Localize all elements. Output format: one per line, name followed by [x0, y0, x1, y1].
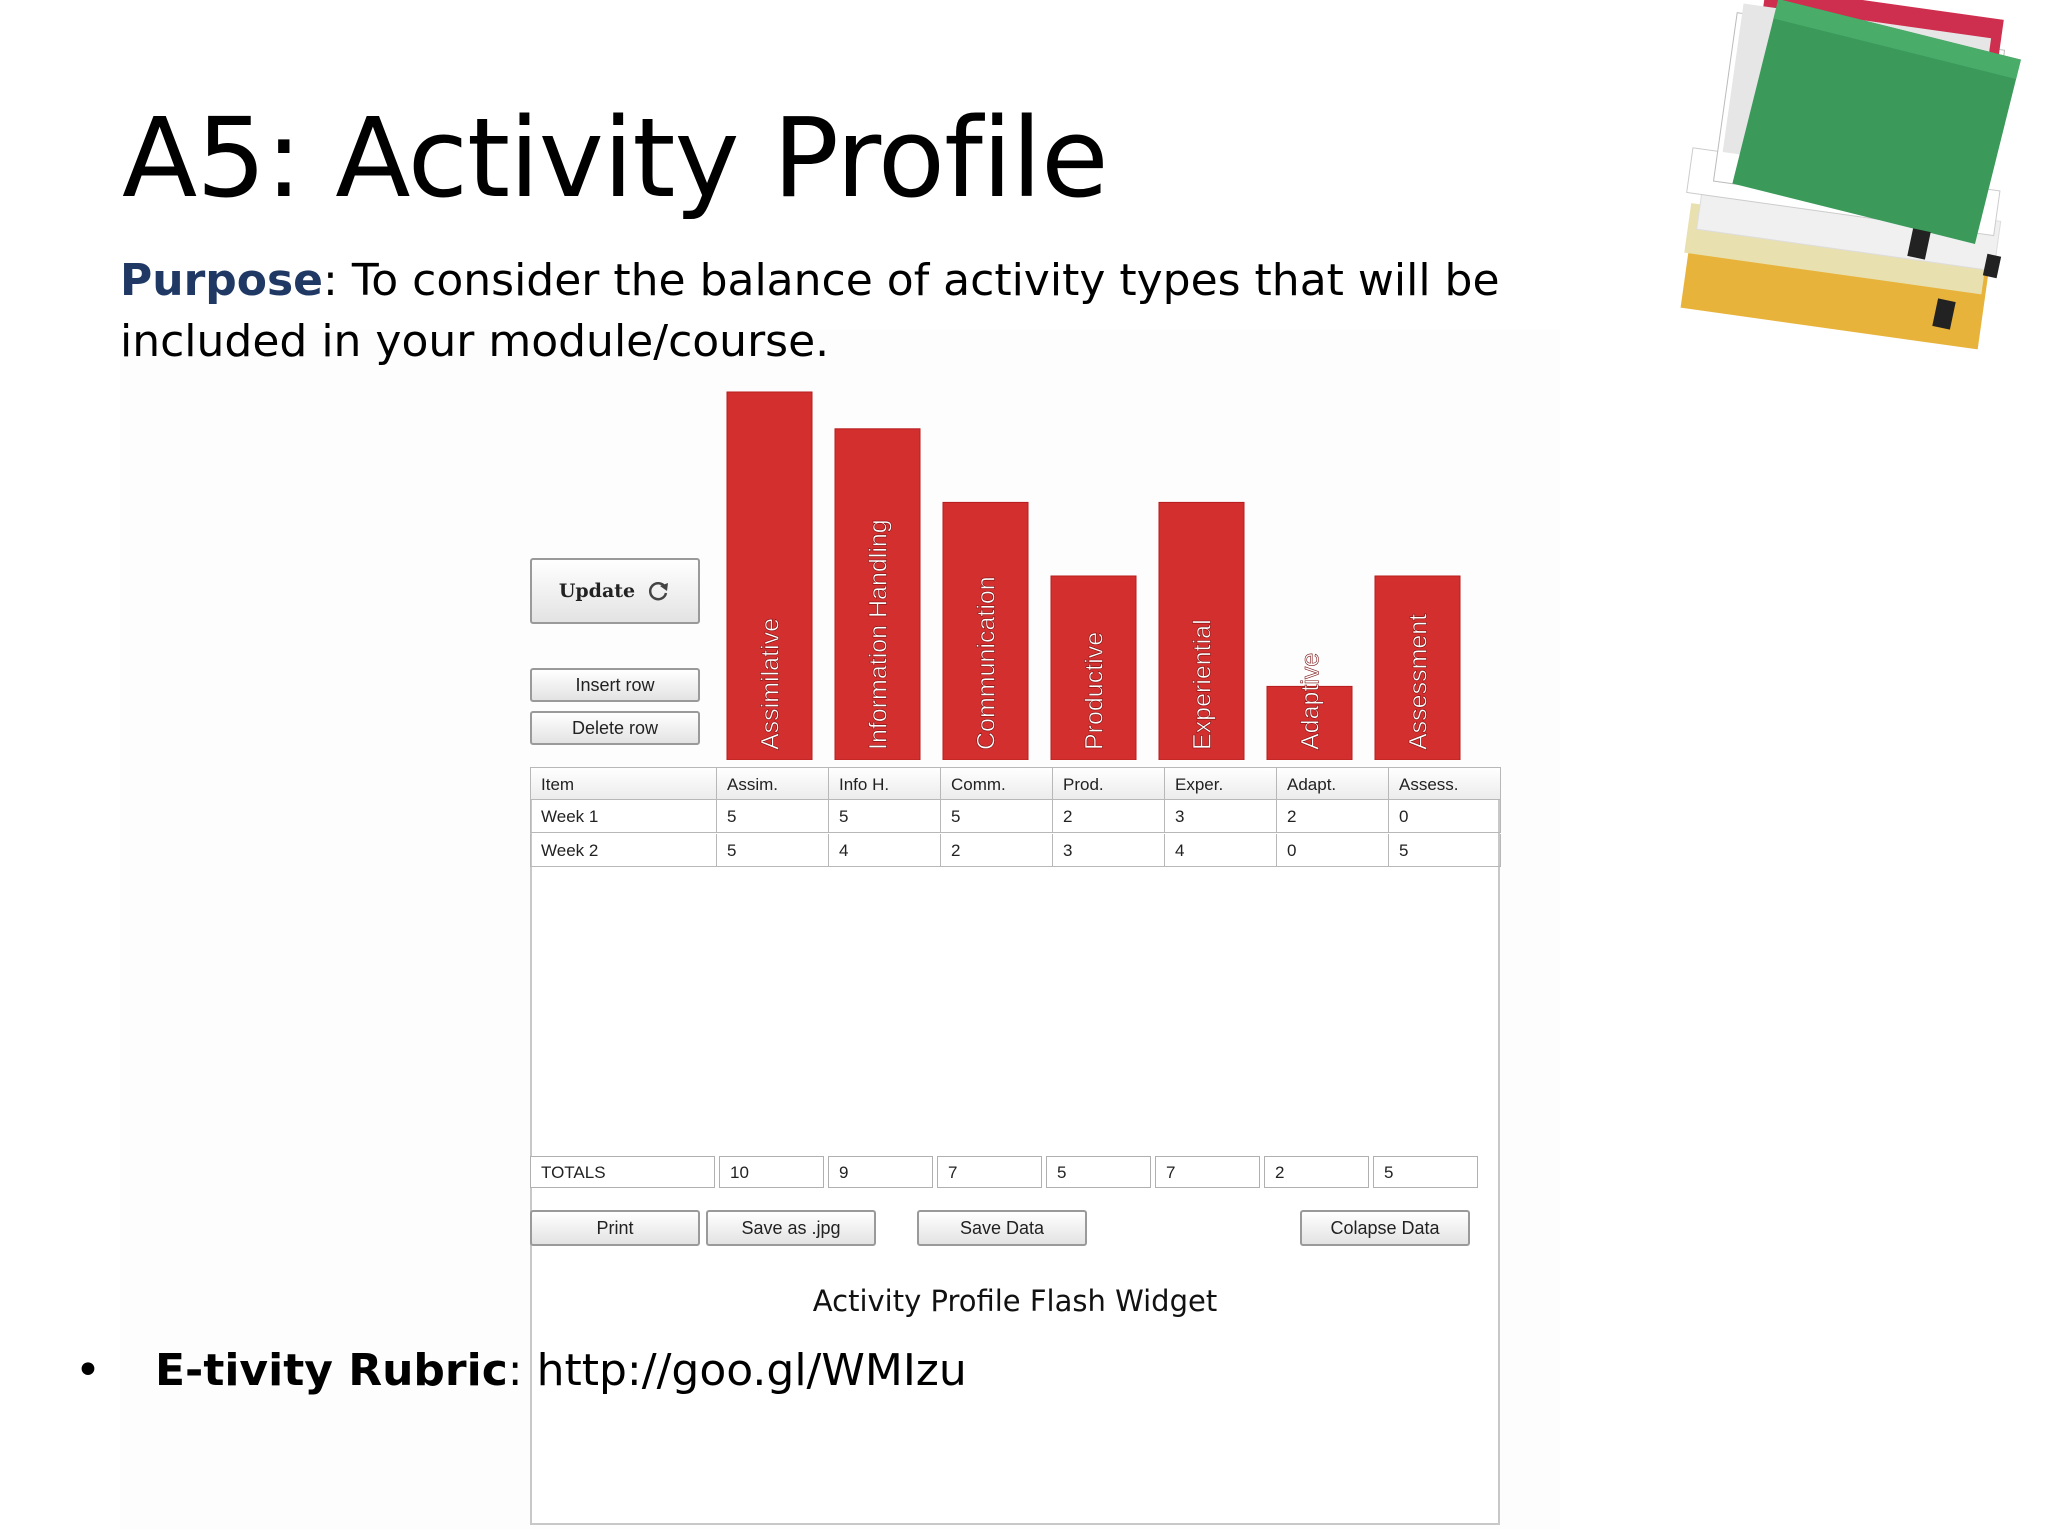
table-cell[interactable]: 5	[717, 800, 829, 833]
activity-profile-widget: Assimilative Information Handling Communic…	[520, 380, 1520, 1525]
collapse-data-button[interactable]: Colapse Data	[1300, 1210, 1470, 1246]
bar-assimilative	[726, 391, 813, 760]
grid-header-row: Item Assim. Info H. Comm. Prod. Exper. A…	[530, 767, 1501, 800]
slide-title: A5: Activity Profile	[122, 94, 1109, 222]
bar-adaptive	[1266, 685, 1353, 760]
table-cell[interactable]: 2	[1277, 800, 1389, 833]
table-cell[interactable]: 5	[1389, 834, 1501, 867]
rubric-link[interactable]: : http://goo.gl/WMIzu	[507, 1345, 967, 1396]
bar-label: Assessment	[1405, 614, 1433, 750]
total-value: 2	[1264, 1156, 1369, 1188]
column-header[interactable]: Info H.	[829, 767, 941, 800]
purpose-label: Purpose	[120, 255, 324, 306]
table-cell[interactable]: 4	[1165, 834, 1277, 867]
bullet-icon: •	[75, 1345, 101, 1396]
save-data-button[interactable]: Save Data	[917, 1210, 1087, 1246]
column-header[interactable]: Prod.	[1053, 767, 1165, 800]
rubric-label: E-tivity Rubric	[155, 1345, 508, 1396]
table-cell[interactable]: 2	[941, 834, 1053, 867]
total-value: 10	[719, 1156, 824, 1188]
bar-label: Productive	[1081, 632, 1109, 750]
column-header[interactable]: Item	[530, 767, 717, 800]
save-jpg-button[interactable]: Save as .jpg	[706, 1210, 876, 1246]
column-header[interactable]: Assess.	[1389, 767, 1501, 800]
data-grid	[530, 767, 1500, 1525]
activity-bar-chart: Assimilative Information Handling Communic…	[726, 391, 1461, 760]
update-label: Update	[558, 580, 636, 602]
table-cell[interactable]: Week 1	[530, 800, 717, 833]
table-cell[interactable]: 0	[1389, 800, 1501, 833]
column-header[interactable]: Adapt.	[1277, 767, 1389, 800]
total-value: 7	[1155, 1156, 1260, 1188]
table-row: Week 2 5 4 2 3 4 0 5	[530, 834, 1501, 867]
update-button[interactable]: Update	[530, 558, 700, 624]
column-header[interactable]: Exper.	[1165, 767, 1277, 800]
print-button[interactable]: Print	[530, 1210, 700, 1246]
bar-assessment	[1374, 575, 1461, 760]
total-value: 7	[937, 1156, 1042, 1188]
rubric-text: E-tivity Rubric: http://goo.gl/WMIzu	[155, 1345, 967, 1396]
bar-productive	[1050, 575, 1137, 760]
table-cell[interactable]: Week 2	[530, 834, 717, 867]
figure-caption: Activity Profile Flash Widget	[812, 1284, 1218, 1318]
folders-stack-image	[1680, 0, 2021, 350]
table-cell[interactable]: 4	[829, 834, 941, 867]
table-cell[interactable]: 3	[1165, 800, 1277, 833]
bar-label: Information Handling	[865, 519, 893, 750]
bar-information-handling	[834, 428, 921, 760]
table-cell[interactable]: 5	[717, 834, 829, 867]
insert-row-button[interactable]: Insert row	[530, 668, 700, 702]
table-cell[interactable]: 0	[1277, 834, 1389, 867]
table-cell[interactable]: 2	[1053, 800, 1165, 833]
bar-experiential	[1158, 501, 1245, 760]
total-value: 9	[828, 1156, 933, 1188]
totals-row: TOTALS 10 9 7 5 7 2 5	[530, 1156, 1482, 1188]
table-cell[interactable]: 5	[829, 800, 941, 833]
table-row: Week 1 5 5 5 2 3 2 0	[530, 800, 1501, 833]
bar-label: Assimilative	[757, 618, 785, 750]
total-value: 5	[1373, 1156, 1478, 1188]
totals-label: TOTALS	[530, 1156, 715, 1188]
bar-label: Communication	[973, 576, 1001, 750]
purpose-paragraph: Purpose: To consider the balance of acti…	[120, 250, 1500, 372]
column-header[interactable]: Assim.	[717, 767, 829, 800]
table-cell[interactable]: 5	[941, 800, 1053, 833]
refresh-icon	[649, 582, 669, 601]
table-cell[interactable]: 3	[1053, 834, 1165, 867]
total-value: 5	[1046, 1156, 1151, 1188]
purpose-text: : To consider the balance of activity ty…	[120, 255, 1500, 367]
column-header[interactable]: Comm.	[941, 767, 1053, 800]
bar-label: Adaptive	[1297, 653, 1325, 750]
delete-row-button[interactable]: Delete row	[530, 711, 700, 745]
bar-communication	[942, 501, 1029, 760]
bar-label: Experiential	[1189, 619, 1217, 750]
